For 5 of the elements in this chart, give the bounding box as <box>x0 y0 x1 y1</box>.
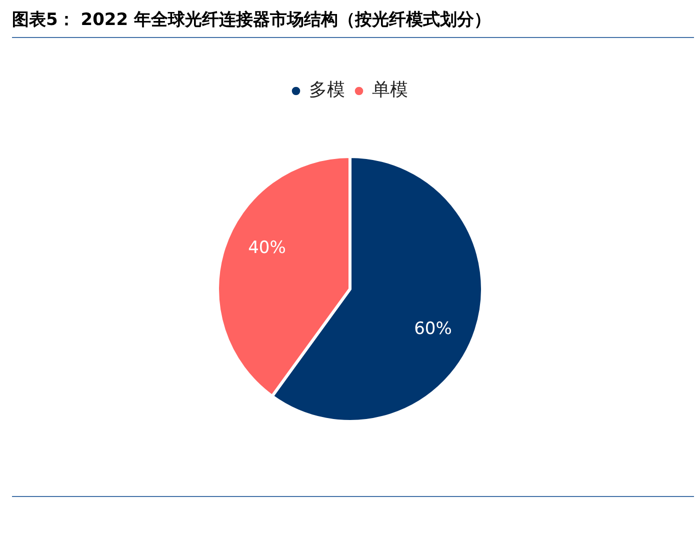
data-label: 40% <box>248 238 286 258</box>
legend-label: 多模 <box>309 80 345 101</box>
data-label: 60% <box>414 318 452 339</box>
chart-title: 图表5： 2022 年全球光纤连接器市场结构（按光纤模式划分） <box>12 8 694 38</box>
legend-label: 单模 <box>372 80 408 101</box>
